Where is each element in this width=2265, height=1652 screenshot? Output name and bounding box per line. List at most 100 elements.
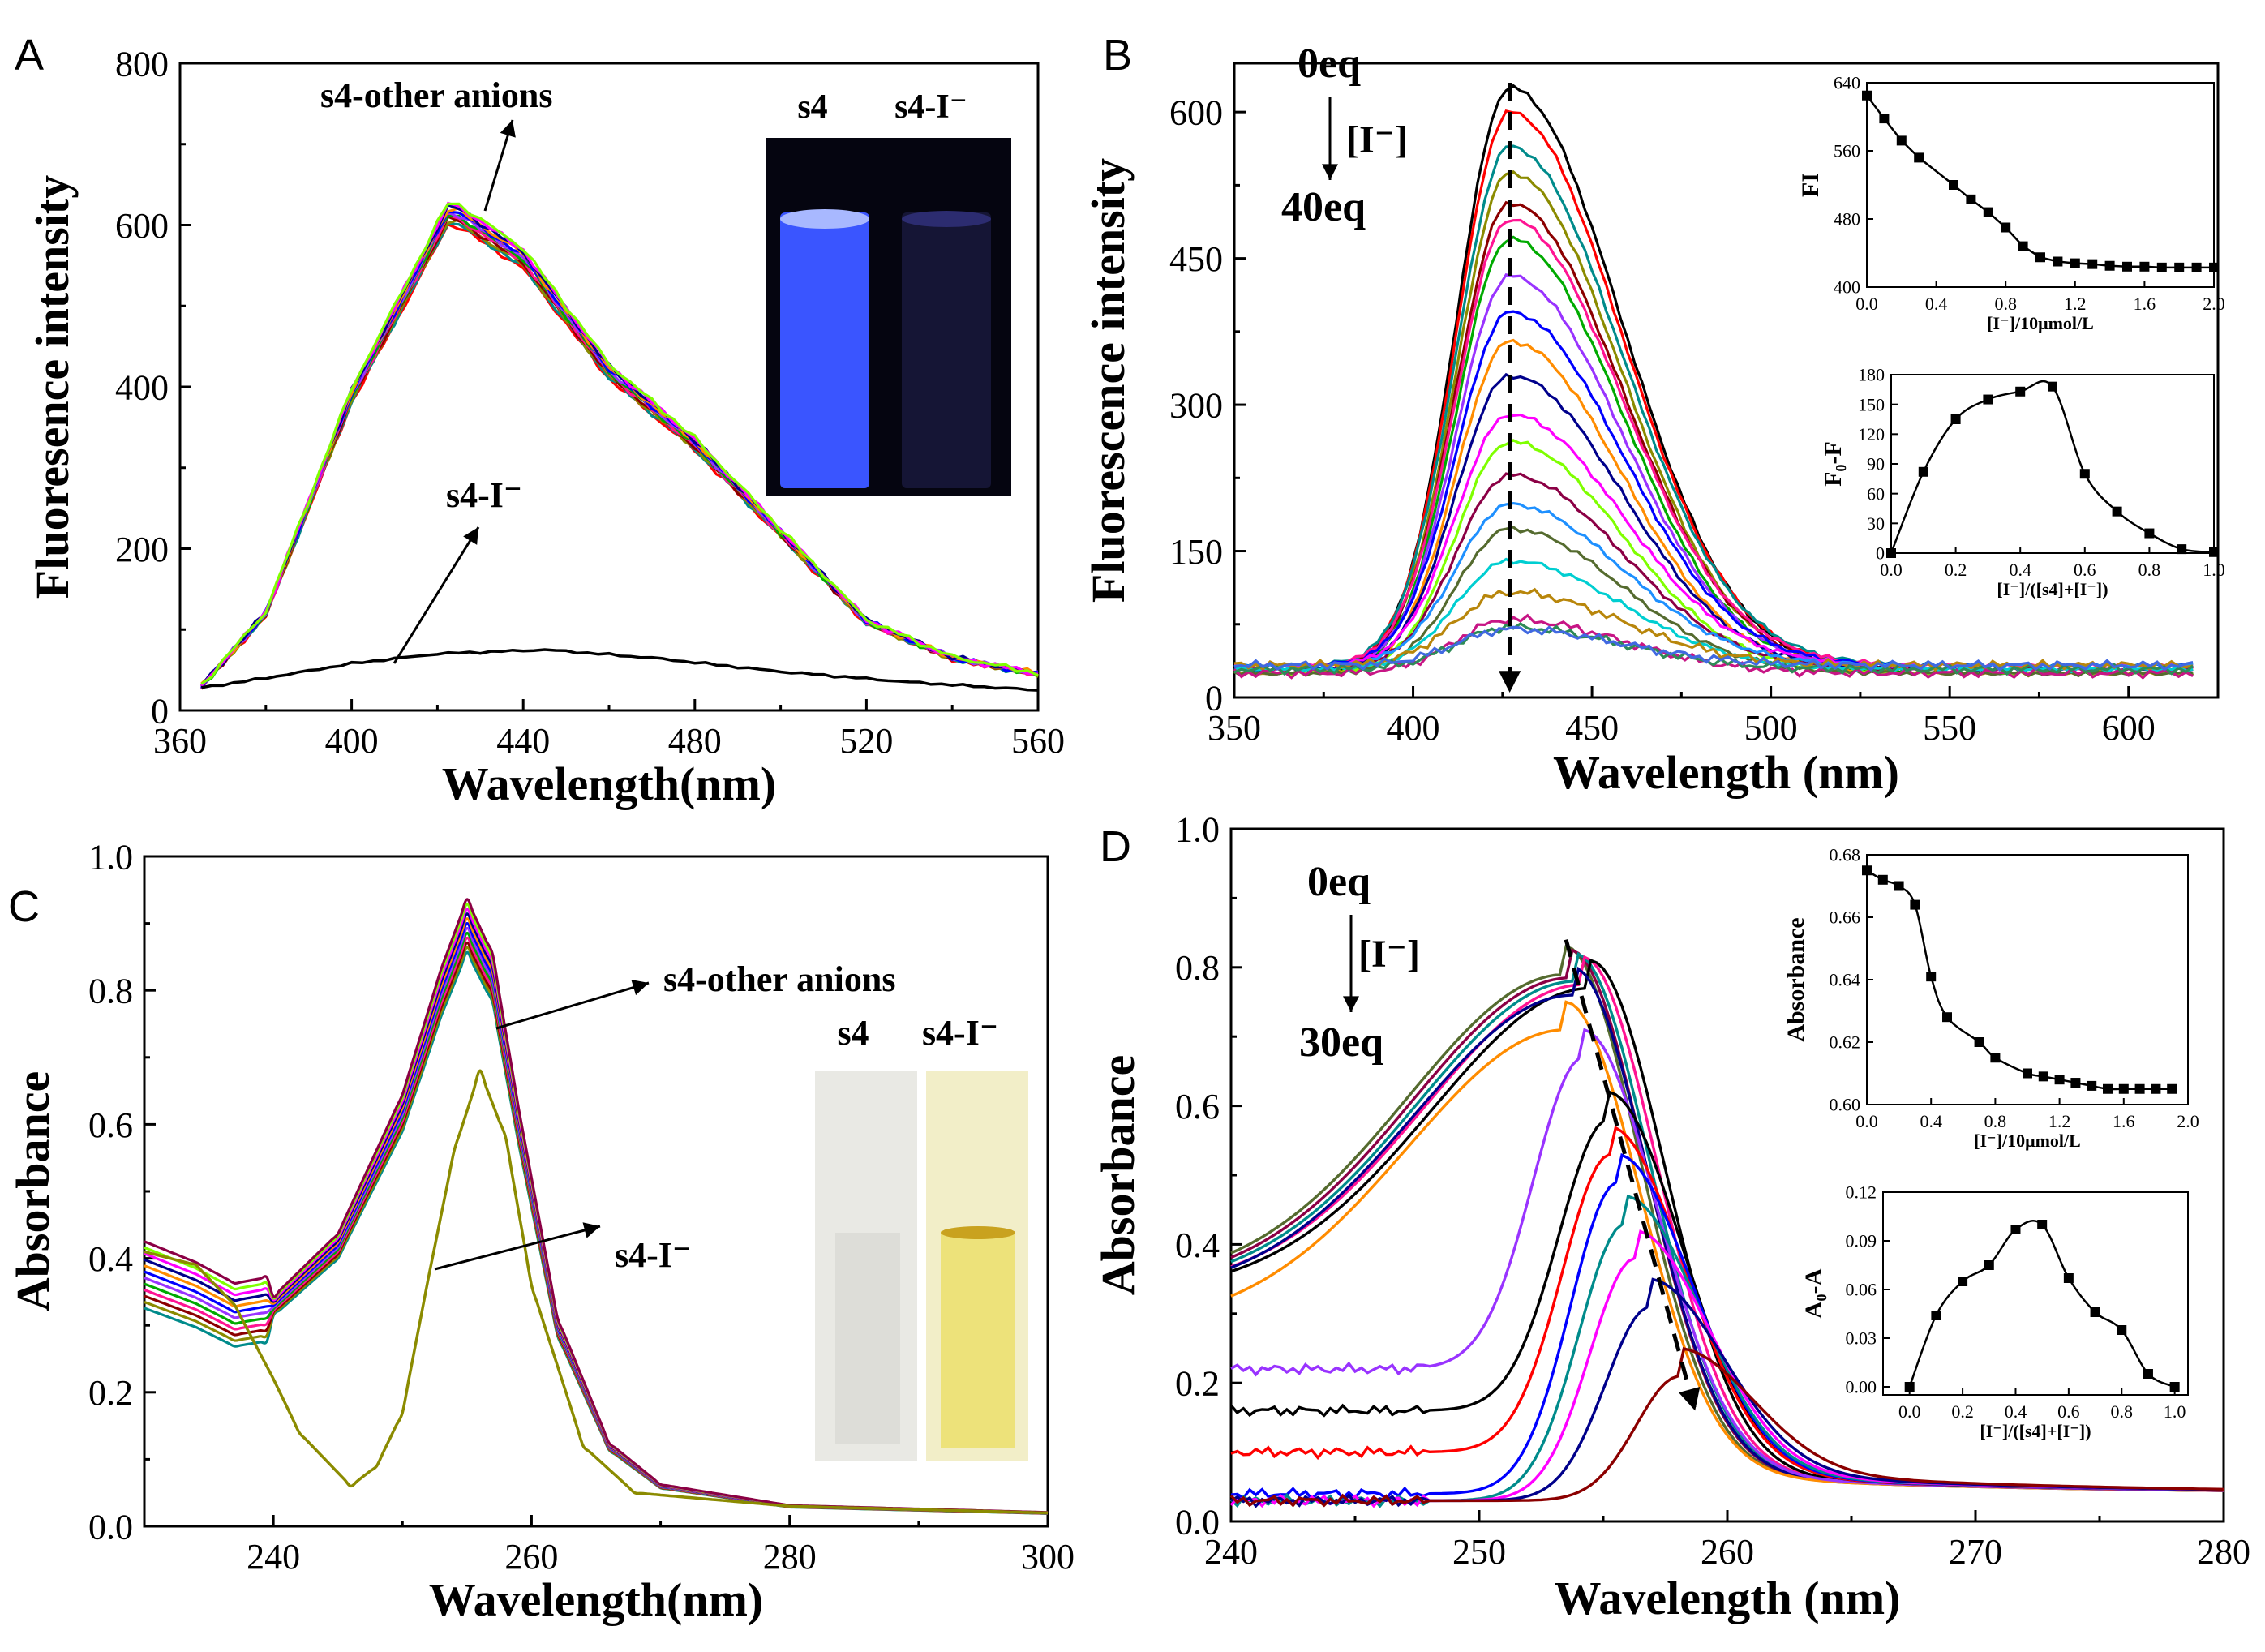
y-tick-label: 0.00 bbox=[1846, 1377, 1877, 1397]
x-tick-label: 1.0 bbox=[2203, 560, 2225, 580]
inset-marker bbox=[1904, 1382, 1915, 1392]
inset-marker bbox=[2037, 1220, 2048, 1229]
y-tick-label: 0.2 bbox=[88, 1373, 133, 1413]
x-tick-label: 0.0 bbox=[1898, 1401, 1921, 1422]
inset-marker bbox=[2118, 1083, 2129, 1094]
inset-marker bbox=[1862, 865, 1872, 876]
inset-marker bbox=[2156, 262, 2167, 272]
inset-marker bbox=[2177, 544, 2187, 555]
x-tick-label: 0.4 bbox=[1920, 1111, 1942, 1131]
inset-marker bbox=[1931, 1311, 1941, 1320]
inset-marker bbox=[2112, 506, 2122, 517]
inset-marker bbox=[1877, 874, 1888, 885]
annotation-s4-iodide: s4-I⁻ bbox=[615, 1235, 691, 1275]
plot-frame bbox=[1882, 1191, 2189, 1396]
inset-marker bbox=[2090, 1307, 2100, 1317]
inset-marker bbox=[1983, 207, 1993, 217]
y-tick-label: 0.0 bbox=[88, 1507, 133, 1547]
inset-marker bbox=[1984, 1260, 1994, 1270]
series-line-s4-iodide bbox=[201, 648, 1039, 692]
x-tick-label: 520 bbox=[839, 721, 893, 761]
y-tick-label: 600 bbox=[1169, 93, 1223, 133]
panel-a: A 360 400 440 480 520 560 0 200 400 600 800 Waveleng… bbox=[15, 31, 1065, 810]
x-tick-label: 0.8 bbox=[1994, 294, 2017, 314]
x-tick-label: 350 bbox=[1208, 708, 1261, 748]
x-tick-label: 400 bbox=[1387, 708, 1440, 748]
annotation-other-anions: s4-other anions bbox=[320, 75, 552, 115]
inset-marker bbox=[2053, 256, 2063, 267]
x-tick-label: 0.6 bbox=[2057, 1401, 2080, 1422]
x-tick-label: 0.2 bbox=[1951, 1401, 1974, 1422]
y-tick-label: 0.66 bbox=[1830, 908, 1861, 928]
inset-marker bbox=[2117, 1325, 2127, 1335]
annotation-arrow-iodide bbox=[393, 526, 480, 664]
inset-marker bbox=[2209, 262, 2219, 272]
x-tick-label: 1.2 bbox=[2064, 294, 2087, 314]
inset-marker bbox=[2191, 262, 2202, 272]
annotation-arrow-other-head bbox=[631, 980, 649, 996]
x-tick-label: 600 bbox=[2102, 708, 2156, 748]
y-tick-label: 120 bbox=[1858, 424, 1885, 444]
y-tick-label: 640 bbox=[1834, 73, 1860, 93]
inset-marker bbox=[1958, 1277, 1968, 1286]
x-tick-label: 0.0 bbox=[1855, 294, 1878, 314]
x-tick-label: 0.0 bbox=[1855, 1111, 1878, 1131]
x-axis-title: [I⁻]/([s4]+[I⁻]) bbox=[1980, 1421, 2091, 1441]
plot-frame bbox=[1233, 62, 2220, 699]
panel-letter: B bbox=[1103, 31, 1132, 79]
annotation-s4-iodide: s4-I⁻ bbox=[446, 475, 522, 515]
y-tick-label: 0 bbox=[1205, 678, 1223, 718]
y-tick-label: 30 bbox=[1867, 513, 1885, 534]
inset-photo-label: s4 bbox=[837, 1013, 869, 1053]
inset-marker bbox=[2151, 1083, 2161, 1094]
inset-marker bbox=[2015, 386, 2026, 397]
inset-marker bbox=[1942, 1012, 1952, 1023]
inset-marker bbox=[1910, 899, 1920, 910]
titration-arrow-head bbox=[1343, 996, 1359, 1012]
inset-marker bbox=[2143, 1369, 2153, 1379]
y-tick-label: 0.4 bbox=[88, 1239, 133, 1279]
inset-marker bbox=[2038, 1071, 2048, 1082]
x-tick-label: 0.8 bbox=[1984, 1111, 2007, 1131]
x-tick-label: 440 bbox=[496, 721, 550, 761]
x-tick-label: 0.4 bbox=[2009, 560, 2031, 580]
inset-photo-label: s4-I⁻ bbox=[922, 1013, 998, 1053]
x-tick-label: 0.4 bbox=[1925, 294, 1948, 314]
series-line-s4-iodide bbox=[144, 1069, 1049, 1515]
inset-marker bbox=[2134, 1083, 2145, 1094]
x-tick-label: 280 bbox=[763, 1537, 817, 1577]
annotation-other-anions: s4-other anions bbox=[663, 959, 895, 999]
series-line bbox=[1233, 625, 2194, 672]
inset-photo-meniscus bbox=[780, 209, 869, 229]
y-tick-label: 60 bbox=[1867, 483, 1885, 504]
y-tick-label: 0.64 bbox=[1830, 970, 1861, 990]
panel-letter: C bbox=[8, 882, 40, 931]
y-tick-label: 0.06 bbox=[1846, 1280, 1877, 1300]
annotation-arrow-iodide-head bbox=[582, 1222, 600, 1238]
inset-marker bbox=[1896, 135, 1907, 146]
inset-photo-meniscus bbox=[941, 1226, 1015, 1239]
y-axis-title: Fluorescence intensity bbox=[1082, 158, 1135, 603]
inset-marker bbox=[2035, 252, 2045, 263]
x-tick-label: 550 bbox=[1923, 708, 1976, 748]
annotation-end: 40eq bbox=[1281, 184, 1366, 230]
series-line-other-anions bbox=[200, 202, 1039, 685]
inset-marker bbox=[1894, 881, 1904, 891]
titration-arrow-head bbox=[1322, 164, 1338, 180]
inset-marker bbox=[2054, 1075, 2065, 1085]
y-tick-label: 150 bbox=[1169, 532, 1223, 572]
inset-marker bbox=[1926, 972, 1937, 982]
x-tick-label: 450 bbox=[1565, 708, 1619, 748]
y-tick-label: 0 bbox=[1876, 543, 1885, 564]
y-tick-label: 1.0 bbox=[88, 837, 133, 877]
inset-marker bbox=[2001, 222, 2011, 233]
x-tick-label: 260 bbox=[504, 1537, 558, 1577]
annotation-reagent: [I⁻] bbox=[1346, 118, 1408, 161]
y-tick-label: 480 bbox=[1834, 209, 1860, 230]
panel-d: D 240 250 260 270 280 0.0 0.2 0.4 0.6 0.8 1.0 Wavele… bbox=[1092, 809, 2250, 1624]
panel-letter: D bbox=[1100, 822, 1131, 871]
y-tick-label: 0.68 bbox=[1830, 845, 1861, 865]
